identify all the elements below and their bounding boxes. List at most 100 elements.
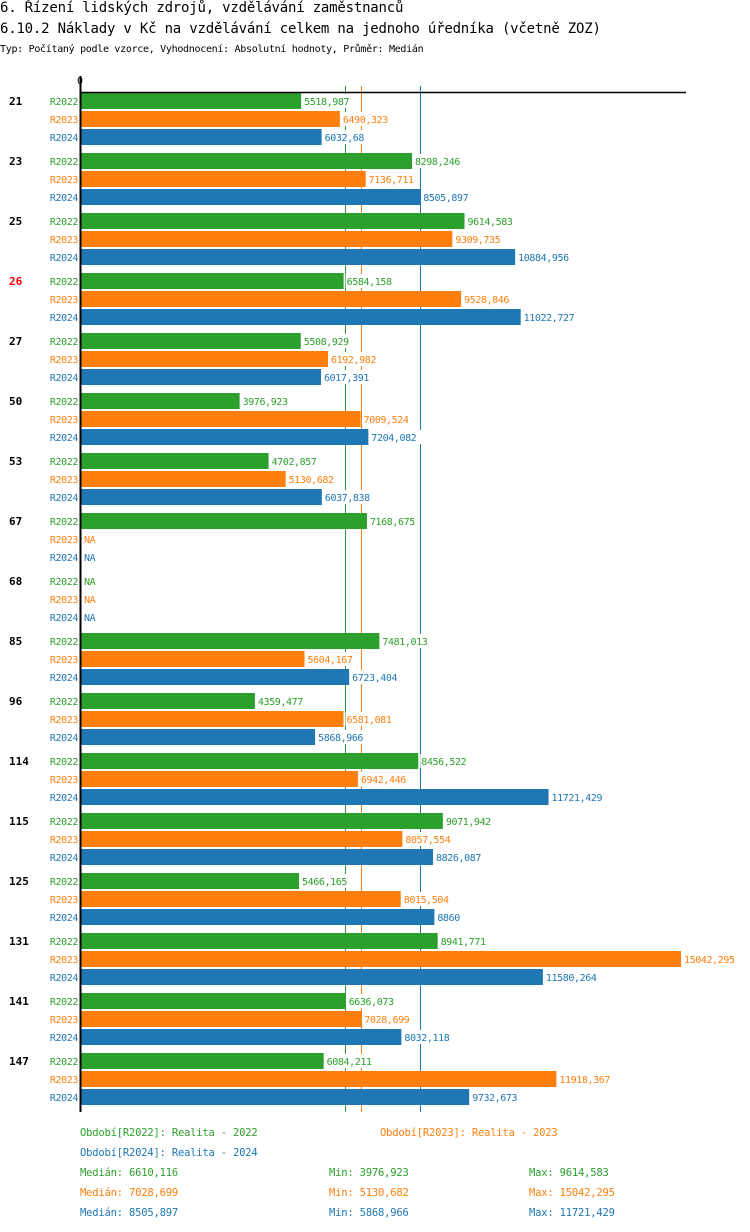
data-label-bg: [341, 112, 393, 126]
data-label-bg: [345, 712, 397, 726]
category-label: 26: [9, 275, 23, 288]
data-label-bg: [303, 94, 354, 108]
data-label: 5604,167: [308, 655, 353, 666]
data-label: 7481,013: [382, 637, 427, 648]
min-stat-R2022: Min: 3976,923: [329, 1167, 409, 1179]
data-label-bg: [345, 274, 397, 288]
series-label: R2024: [50, 313, 78, 324]
series-label: R2022: [50, 157, 78, 168]
data-label-bg: [413, 154, 465, 168]
bar: [81, 351, 329, 367]
bar: [81, 411, 361, 427]
series-label: R2022: [50, 937, 78, 948]
category-label: 27: [9, 335, 22, 348]
series-label: R2022: [50, 637, 78, 648]
series-label: R2023: [50, 775, 78, 786]
data-label: 6581,081: [347, 715, 392, 726]
data-label: 6032,68: [325, 133, 365, 144]
data-label: 6636,073: [349, 997, 394, 1008]
series-label: R2023: [50, 955, 78, 966]
bar: [81, 753, 419, 769]
data-label: 4359,477: [258, 697, 303, 708]
series-label: R2023: [50, 895, 78, 906]
series-label: R2024: [50, 1093, 78, 1104]
data-label: 8032,118: [404, 1033, 449, 1044]
data-label: 9528,846: [464, 295, 509, 306]
data-label: 8015,504: [404, 895, 449, 906]
series-label: R2024: [50, 913, 78, 924]
data-label-bg: [544, 970, 602, 984]
series-label: R2024: [50, 193, 78, 204]
data-label-bg: [370, 430, 422, 444]
data-label: 3976,923: [243, 397, 288, 408]
bar: [81, 231, 453, 247]
data-label-bg: [351, 670, 402, 684]
legend-item-R2022: Období[R2022]: Realita - 2022: [80, 1127, 258, 1139]
series-label: R2022: [50, 877, 78, 888]
data-label-bg: [301, 874, 352, 888]
bar: [81, 651, 305, 667]
bar: [81, 453, 269, 469]
data-label: 8941,771: [441, 937, 486, 948]
data-label-bg: [420, 754, 472, 768]
data-label: 8456,522: [421, 757, 466, 768]
data-label-bg: [404, 832, 456, 846]
data-label-bg: [83, 610, 98, 624]
bar: [81, 393, 240, 409]
series-label: R2024: [50, 553, 78, 564]
bar: [81, 849, 434, 865]
bar: [81, 969, 543, 985]
data-label: 9614,583: [468, 217, 513, 228]
data-label: 8057,554: [405, 835, 450, 846]
data-label-bg: [83, 532, 98, 546]
data-label: 5868,966: [318, 733, 363, 744]
bar: [81, 171, 366, 187]
min-stat-R2024: Min: 5868,966: [329, 1207, 409, 1219]
series-label: R2023: [50, 715, 78, 726]
data-label: 6584,158: [347, 277, 392, 288]
series-label: R2024: [50, 973, 78, 984]
bar: [81, 1029, 402, 1045]
category-label: 67: [9, 515, 22, 528]
category-label: 85: [9, 635, 22, 648]
series-label: R2024: [50, 493, 78, 504]
bar: [81, 333, 301, 349]
chart-title: 6.10.2 Náklady v Kč na vzdělávání celkem…: [0, 21, 601, 37]
data-label-bg: [368, 514, 420, 528]
bar: [81, 813, 443, 829]
data-label: 8860: [437, 913, 460, 924]
legend-item-R2023: Období[R2023]: Realita - 2023: [380, 1127, 558, 1139]
category-label: 147: [9, 1055, 29, 1068]
data-label-bg: [439, 934, 491, 948]
data-label-bg: [325, 1054, 377, 1068]
series-label: R2023: [50, 295, 78, 306]
series-label: R2023: [50, 475, 78, 486]
bar: [81, 513, 367, 529]
bar: [81, 1071, 557, 1087]
data-label: 6192,982: [331, 355, 376, 366]
max-stat-R2022: Max: 9614,583: [529, 1167, 609, 1179]
bar: [81, 273, 344, 289]
category-label: 141: [9, 995, 29, 1008]
data-label: 4702,857: [272, 457, 317, 468]
data-label: NA: [84, 595, 96, 606]
series-label: R2023: [50, 595, 78, 606]
data-label-bg: [367, 172, 419, 186]
data-label: 11721,429: [552, 793, 603, 804]
data-label-bg: [83, 574, 98, 588]
series-label: R2023: [50, 235, 78, 246]
series-label: R2022: [50, 517, 78, 528]
data-label: 9071,942: [446, 817, 491, 828]
series-label: R2022: [50, 337, 78, 348]
data-label: NA: [84, 613, 96, 624]
bar: [81, 909, 435, 925]
data-label-bg: [256, 694, 308, 708]
data-label-bg: [363, 1012, 415, 1026]
section-title: 6. Řízení lidských zdrojů, vzdělávání za…: [0, 0, 404, 16]
category-label: 50: [9, 395, 22, 408]
series-label: R2024: [50, 613, 78, 624]
data-label-bg: [347, 994, 399, 1008]
bar: [81, 189, 421, 205]
data-label: 5466,165: [302, 877, 347, 888]
series-label: R2024: [50, 853, 78, 864]
